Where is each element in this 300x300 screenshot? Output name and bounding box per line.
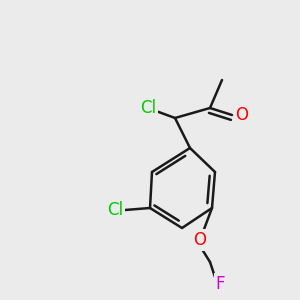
Text: Cl: Cl: [140, 99, 156, 117]
Text: O: O: [194, 231, 206, 249]
Text: F: F: [215, 275, 225, 293]
Text: O: O: [236, 106, 248, 124]
Text: Cl: Cl: [107, 201, 123, 219]
